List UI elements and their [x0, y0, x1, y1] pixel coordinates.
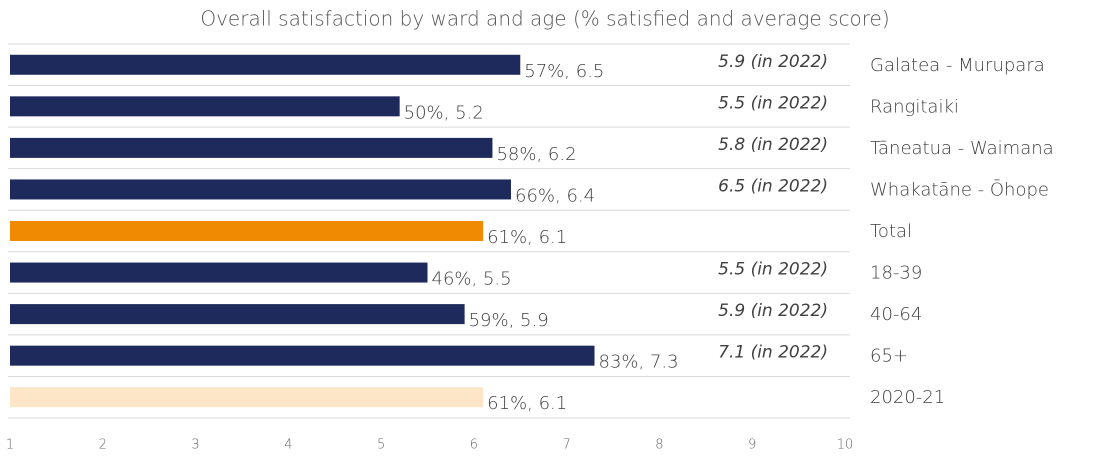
x-tick-label: 8: [655, 438, 663, 453]
x-tick-label: 3: [191, 438, 199, 453]
chart-title: Overall satisfaction by ward and age (% …: [200, 7, 889, 31]
data-label: 66%, 6.4: [515, 185, 595, 206]
category-label: Tāneatua - Waimana: [870, 138, 1054, 159]
annotation: 5.8 (in 2022): [718, 135, 828, 155]
annotation: 5.9 (in 2022): [718, 301, 828, 321]
x-tick-label: 4: [284, 438, 292, 453]
category-label: Whakatāne - Ōhope: [870, 179, 1049, 200]
data-label: 46%, 5.5: [432, 269, 512, 290]
bar: [10, 137, 493, 158]
data-label: 59%, 5.9: [469, 310, 549, 331]
x-tick-label: 9: [748, 438, 756, 453]
data-label: 61%, 6.1: [487, 393, 567, 414]
annotation: 5.5 (in 2022): [718, 260, 828, 280]
data-label: 83%, 7.3: [599, 352, 679, 373]
category-label: 40-64: [870, 304, 922, 325]
bar: [10, 387, 484, 408]
category-label: Rangitaiki: [870, 96, 959, 117]
data-label: 58%, 6.2: [496, 144, 576, 165]
bar: [10, 304, 465, 325]
annotation: 5.5 (in 2022): [718, 93, 828, 113]
annotation: 5.9 (in 2022): [718, 52, 828, 72]
annotation: 7.1 (in 2022): [718, 343, 828, 363]
x-tick-label: 6: [470, 438, 478, 453]
category-label: 18-39: [870, 263, 922, 284]
x-tick-label: 2: [99, 438, 107, 453]
x-tick-label: 7: [563, 438, 571, 453]
x-tick-label: 10: [837, 438, 854, 453]
category-label: Total: [870, 221, 912, 242]
bar: [10, 96, 400, 117]
data-label: 61%, 6.1: [487, 227, 567, 248]
bar: [10, 54, 521, 75]
category-label: 2020-21: [870, 387, 945, 408]
data-label: 50%, 5.2: [404, 102, 484, 123]
bar: [10, 262, 428, 283]
bar: [10, 345, 595, 366]
bar: [10, 221, 484, 241]
bar: [10, 179, 511, 200]
annotation: 6.5 (in 2022): [718, 176, 828, 196]
x-tick-label: 5: [377, 438, 385, 453]
x-tick-label: 1: [6, 438, 14, 453]
category-label: Galatea - Murupara: [870, 55, 1045, 76]
category-label: 65+: [870, 346, 908, 367]
data-label: 57%, 6.5: [524, 61, 604, 82]
